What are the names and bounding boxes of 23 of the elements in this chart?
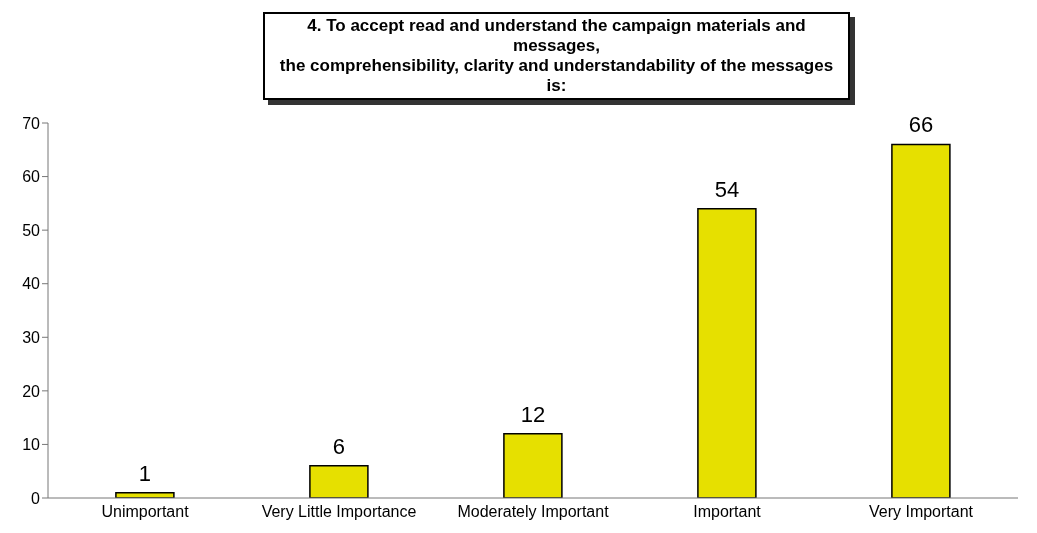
- x-tick-label: Unimportant: [101, 503, 190, 521]
- data-label: 66: [908, 112, 934, 138]
- bar: [503, 432, 563, 498]
- chart-title: 4. To accept read and understand the campaign materials and messages, the comprehensibility, clarity and understandability of the messages is:: [278, 16, 835, 96]
- y-tick-label: 70: [22, 114, 41, 132]
- data-label: 6: [332, 433, 346, 459]
- x-tick-label: Very Important: [868, 503, 974, 521]
- x-tick-label: Moderately Important: [457, 503, 610, 521]
- y-tick-label: 0: [31, 489, 41, 507]
- x-tick-label: Very Little Importance: [261, 503, 417, 521]
- y-tick-label: 40: [22, 275, 41, 293]
- data-label: 12: [520, 401, 546, 427]
- bar: [891, 143, 951, 498]
- y-tick-label: 50: [22, 221, 41, 239]
- data-label: 1: [138, 460, 152, 486]
- y-tick-label: 30: [22, 328, 41, 346]
- data-label: 54: [714, 176, 740, 202]
- bar: [697, 207, 757, 498]
- y-tick-label: 60: [22, 168, 41, 186]
- y-tick-label: 20: [22, 382, 41, 400]
- y-tick-label: 10: [22, 436, 41, 454]
- bar: [309, 465, 369, 498]
- x-tick-label: Important: [693, 503, 762, 521]
